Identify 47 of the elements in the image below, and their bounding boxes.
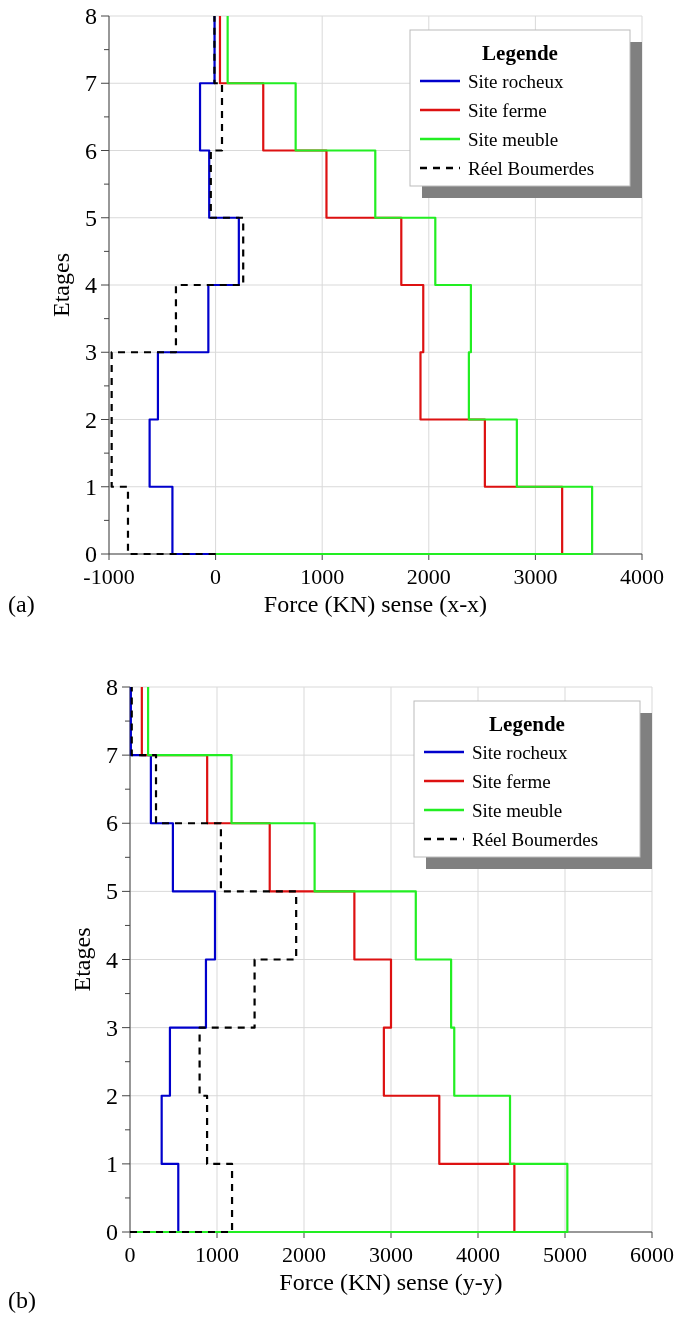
y-tick-label: 1 bbox=[106, 1150, 118, 1177]
y-tick-label: 7 bbox=[85, 70, 97, 97]
y-tick-label: 3 bbox=[85, 339, 97, 366]
y-tick-label: 6 bbox=[106, 810, 118, 837]
y-tick-label: 3 bbox=[106, 1014, 118, 1041]
y-tick-label: 0 bbox=[85, 541, 97, 567]
text: (a) bbox=[8, 591, 35, 617]
legend-title: Legende bbox=[482, 41, 558, 65]
x-tick-label: 3000 bbox=[513, 564, 558, 589]
y-tick-label: 2 bbox=[85, 406, 97, 433]
x-tick-label: 0 bbox=[124, 1242, 136, 1267]
legend-label: Réel Boumerdes bbox=[468, 158, 595, 179]
x-axis-title: Force (KN) sense (x-x) bbox=[263, 591, 488, 617]
x-tick-label: 5000 bbox=[543, 1242, 587, 1267]
x-tick-label: 6000 bbox=[630, 1242, 674, 1267]
x-tick-label: 4000 bbox=[620, 564, 664, 589]
x-axis-title: Force (KN) sense (y-y) bbox=[279, 1269, 503, 1295]
legend-label: Site ferme bbox=[468, 100, 547, 121]
legend-label: Site ferme bbox=[472, 771, 551, 792]
legend-title: Legende bbox=[489, 712, 565, 736]
y-tick-label: 4 bbox=[85, 272, 97, 298]
x-tick-label: 1000 bbox=[195, 1242, 239, 1267]
y-tick-label: 6 bbox=[85, 137, 97, 164]
y-tick-label: 1 bbox=[85, 473, 97, 500]
y-tick-label: 8 bbox=[106, 674, 118, 700]
y-axis-title: Etages bbox=[48, 253, 74, 317]
legend-label: Site rocheux bbox=[468, 71, 564, 92]
x-tick-label: 2000 bbox=[282, 1242, 326, 1267]
x-tick-label: 1000 bbox=[300, 564, 345, 589]
legend-label: Site meuble bbox=[472, 800, 563, 821]
x-tick-label: 2000 bbox=[406, 564, 451, 589]
y-axis-title: Etages bbox=[69, 927, 95, 992]
y-tick-label: 7 bbox=[106, 742, 118, 769]
y-tick-label: 5 bbox=[85, 204, 97, 231]
legend-label: Site meuble bbox=[468, 129, 559, 150]
legend-label: Réel Boumerdes bbox=[472, 829, 599, 850]
x-tick-label: 3000 bbox=[369, 1242, 413, 1267]
x-tick-label: -1000 bbox=[83, 564, 135, 589]
x-tick-label: 4000 bbox=[456, 1242, 500, 1267]
text: (b) bbox=[8, 1287, 36, 1313]
y-tick-label: 5 bbox=[106, 878, 118, 905]
y-tick-label: 0 bbox=[106, 1219, 118, 1245]
y-tick-label: 2 bbox=[106, 1082, 118, 1109]
legend-label: Site rocheux bbox=[472, 742, 568, 763]
x-tick-label: 0 bbox=[210, 564, 222, 589]
y-tick-label: 4 bbox=[106, 946, 118, 973]
y-tick-label: 8 bbox=[85, 3, 97, 29]
